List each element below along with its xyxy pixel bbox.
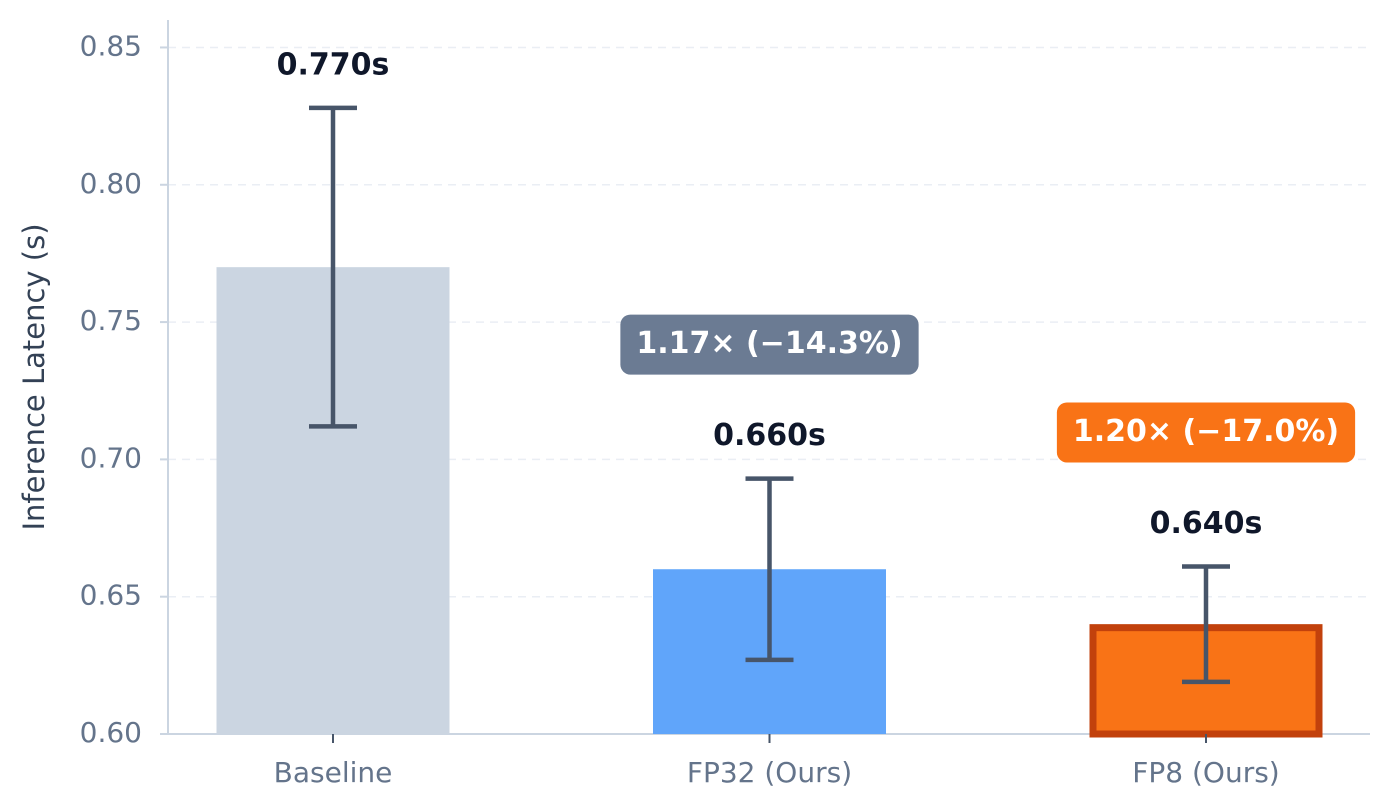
- x-tick-label: Baseline: [274, 756, 393, 789]
- annotation-box: [1056, 402, 1356, 463]
- y-tick-label: 0.75: [80, 304, 142, 337]
- annotation: 1.17× (−14.3%): [636, 326, 902, 361]
- y-axis-label: Inference Latency (s): [17, 223, 51, 530]
- y-tick-label: 0.60: [80, 716, 142, 749]
- y-tick-label: 0.80: [80, 167, 142, 200]
- annotation: 1.20× (−17.0%): [1073, 414, 1339, 449]
- x-tick-label: FP32 (Ours): [687, 756, 852, 789]
- value-label: 0.640s: [1150, 506, 1263, 541]
- y-tick-label: 0.70: [80, 441, 142, 474]
- annotation-box: [620, 314, 919, 375]
- value-label: 0.660s: [713, 418, 826, 453]
- y-tick-label: 0.65: [80, 579, 142, 612]
- x-tick-label: FP8 (Ours): [1132, 756, 1279, 789]
- y-tick-label: 0.85: [80, 29, 142, 62]
- value-label: 0.770s: [277, 47, 390, 82]
